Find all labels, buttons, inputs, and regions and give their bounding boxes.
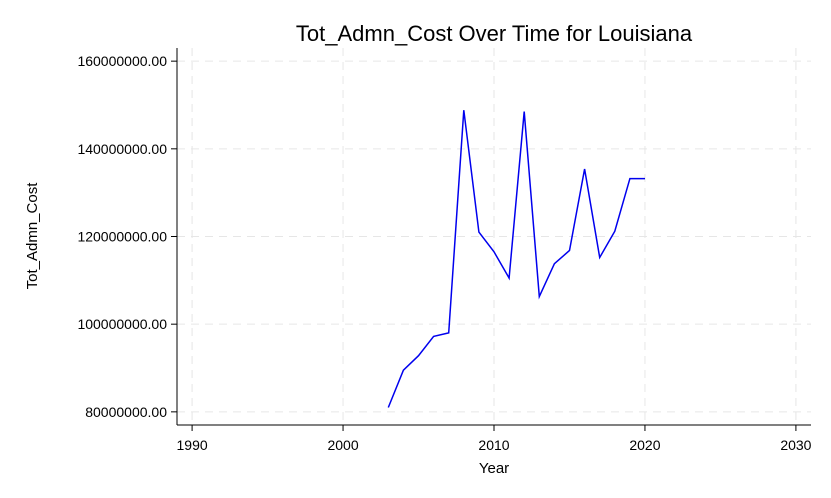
x-tick-label: 2030 xyxy=(780,437,811,453)
series xyxy=(387,110,645,408)
chart-title: Tot_Admn_Cost Over Time for Louisiana xyxy=(296,21,693,46)
series-line xyxy=(387,110,645,408)
ticks: 80000000.00 100000000.00 120000000.00 14000… xyxy=(77,53,811,453)
x-tick-label: 2020 xyxy=(629,437,660,453)
y-axis-label: Tot_Admn_Cost xyxy=(24,182,41,290)
grid xyxy=(177,48,811,425)
y-tick-label: 80000000.00 xyxy=(85,404,167,420)
y-tick-label: 100000000.00 xyxy=(77,316,167,332)
y-tick-label: 160000000.00 xyxy=(77,53,167,69)
x-tick-label: 1990 xyxy=(177,437,208,453)
x-axis-label: Year xyxy=(479,460,509,477)
x-tick-label: 2000 xyxy=(327,437,358,453)
y-tick-label: 120000000.00 xyxy=(77,229,167,245)
x-tick-label: 2010 xyxy=(478,437,509,453)
y-tick-label: 140000000.00 xyxy=(77,141,167,157)
